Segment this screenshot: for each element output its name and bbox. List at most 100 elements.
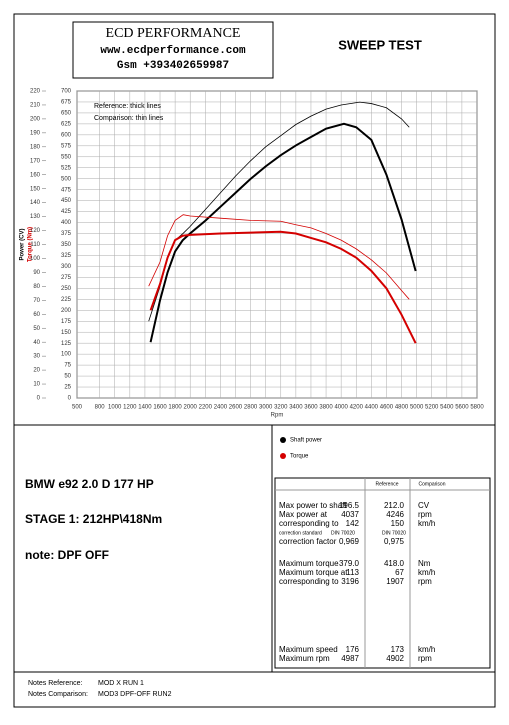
x-tick-label: 800 [95,405,106,411]
table-cell: 1907 [386,577,404,586]
x-tick-label: 4600 [380,405,394,411]
table-cell: 0,975 [384,537,405,546]
x-tick-label: 1200 [123,405,137,411]
table-cell: 113 [346,568,359,577]
x-tick-label: 4200 [350,405,364,411]
column-header: Comparison [419,481,446,487]
y2-tick-label: 550 [61,154,72,160]
table-cell: km/h [418,645,435,654]
y-axis-title: Power (CV) [20,228,26,260]
table-cell: 150 [391,519,405,528]
table-cell: correction factor [279,537,337,546]
table-cell: Max power at [279,510,328,519]
y-tick-label: 50 [33,326,40,332]
x-tick-label: 5200 [425,405,439,411]
table-cell: 142 [346,519,360,528]
table-cell: corresponding to [279,577,339,586]
logo-box [72,21,274,79]
table-cell: correction standard [279,530,322,536]
vehicle-model: BMW e92 2.0 D 177 HP [25,477,154,491]
y-tick-label: 130 [30,214,41,220]
legend-dot [280,453,286,459]
run-legend: Reference: thick lines [94,103,161,110]
y2-tick-label: 200 [61,308,72,314]
table-cell: rpm [418,510,432,519]
table-cell: 418.0 [384,559,405,568]
y2-tick-label: 450 [61,198,72,204]
legend-label: Torque [290,454,309,460]
table-cell: 212.0 [384,501,405,510]
table-cell: Maximum speed [279,645,338,654]
x-tick-label: 3200 [274,405,288,411]
x-tick-label: 500 [72,405,83,411]
x-tick-label: 1400 [138,405,152,411]
note: MOD3 DPF-OFF RUN2 [98,691,172,698]
y-tick-label: 200 [30,116,41,122]
table-cell: km/h [418,568,435,577]
company: ECD PERFORMANCE [106,26,241,41]
y2-tick-label: 175 [61,319,72,325]
x-tick-label: 4400 [365,405,379,411]
table-cell: DIN 70020 [382,530,406,536]
x-tick-label: 1800 [168,405,182,411]
y-tick-label: 80 [33,284,40,290]
x-tick-label: 2200 [199,405,213,411]
legend-label: Shaft power [290,438,322,444]
y2-tick-label: 700 [61,89,72,95]
x-tick-label: 5600 [455,405,469,411]
y2-tick-label: 650 [61,111,72,117]
y2-tick-label: 25 [64,385,71,391]
results-box [274,477,491,669]
y-tick-label: 40 [33,340,40,346]
x-tick-label: 1000 [108,405,122,411]
y2-tick-label: 375 [61,231,72,237]
x-tick-label: 5400 [440,405,454,411]
x-tick-label: 4000 [334,405,348,411]
y2-tick-label: 300 [61,264,72,270]
table-cell: rpm [418,577,432,586]
x-tick-label: 3400 [289,405,303,411]
y-tick-label: 190 [30,130,41,136]
x-tick-label: 3600 [304,405,318,411]
y2-tick-label: 475 [61,187,72,193]
y-tick-label: 100 [30,256,41,262]
vehicle-stage: STAGE 1: 212HP\418Nm [25,512,162,526]
y2-tick-label: 600 [61,132,72,138]
table-cell: 4037 [341,510,359,519]
curve [148,214,410,300]
y2-tick-label: 575 [61,143,72,149]
y2-tick-label: 525 [61,165,72,171]
note: MOD X RUN 1 [98,680,144,687]
y2-tick-label: 225 [61,297,72,303]
y2-tick-label: 75 [64,363,71,369]
note: Notes Comparison: [28,691,88,698]
x-tick-label: 2600 [229,405,243,411]
table-cell: DIN 70020 [331,530,355,536]
y-tick-label: 150 [30,186,41,192]
y2-tick-label: 125 [61,341,72,347]
vehicle-note: note: DPF OFF [25,548,109,562]
y-tick-label: 110 [30,242,40,248]
table-cell: Maximum torque [279,559,339,568]
y-tick-label: 60 [33,312,40,318]
y-tick-label: 220 [30,89,41,95]
sheet-title: SWEEP TEST [338,37,422,52]
table-cell: rpm [418,654,432,663]
y2-axis-title: Torque (Nm) [28,227,34,262]
phone: Gsm +393402659987 [117,60,229,72]
y2-tick-label: 0 [68,396,72,402]
y2-tick-label: 100 [61,352,72,358]
table-cell: Max power to shaft [279,501,347,510]
y2-tick-label: 400 [61,220,72,226]
table-cell: CV [418,501,430,510]
y-tick-label: 30 [33,354,40,360]
table-cell: 379.0 [339,559,360,568]
y-tick-label: 140 [30,200,41,206]
curve [149,230,417,344]
y2-tick-label: 275 [61,275,72,281]
table-cell: 3196 [341,577,359,586]
x-tick-label: 3800 [319,405,333,411]
website: www.ecdperformance.com [100,45,246,57]
y-tick-label: 180 [30,144,41,150]
